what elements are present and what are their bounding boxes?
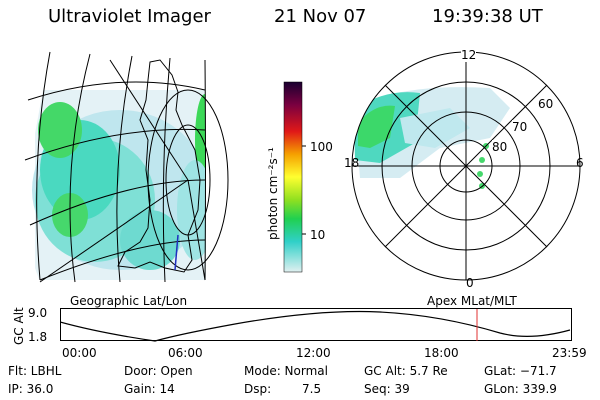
lat-label-80: 80 bbox=[492, 140, 508, 154]
orbit-xtick-1200: 12:00 bbox=[296, 346, 331, 360]
orbit-xtick-0000: 00:00 bbox=[62, 346, 97, 360]
mlt-label-12: 12 bbox=[461, 48, 477, 62]
info-seq: Seq: 39 bbox=[364, 382, 410, 396]
colorbar-tick-10: 10 bbox=[310, 228, 326, 242]
header-time: 19:39:38 UT bbox=[432, 6, 543, 27]
info-gain: Gain: 14 bbox=[124, 382, 175, 396]
lat-label-60: 60 bbox=[538, 97, 554, 111]
mlt-label-0: 0 bbox=[466, 276, 474, 290]
mlt-label-6: 6 bbox=[576, 156, 584, 170]
info-glon: GLon: 339.9 bbox=[484, 382, 557, 396]
apex-label: Apex MLat/MLT bbox=[427, 294, 517, 308]
header-date: 21 Nov 07 bbox=[274, 6, 367, 27]
orbit-xtick-1800: 18:00 bbox=[424, 346, 459, 360]
colorbar-unit-label: photon cm⁻²s⁻¹ bbox=[266, 147, 280, 240]
orbit-axis-label: GC Alt bbox=[12, 307, 26, 345]
polar-mlt-plot bbox=[351, 51, 581, 281]
geographic-label: Geographic Lat/Lon bbox=[70, 294, 188, 308]
info-mode: Mode: Normal bbox=[244, 364, 328, 378]
colorbar-tick-100: 100 bbox=[310, 140, 333, 154]
info-dsp-value: 7.5 bbox=[302, 382, 322, 396]
orbit-ytick-min: 1.8 bbox=[28, 330, 48, 344]
info-dsp-label: Dsp: bbox=[244, 382, 272, 396]
instrument-title: Ultraviolet Imager bbox=[48, 6, 211, 27]
info-glat: GLat: −71.7 bbox=[484, 364, 557, 378]
lat-label-70: 70 bbox=[512, 120, 528, 134]
info-gc-alt: GC Alt: 5.7 Re bbox=[364, 364, 448, 378]
info-flt: Flt: LBHL bbox=[8, 364, 62, 378]
info-ip: IP: 36.0 bbox=[8, 382, 54, 396]
info-door: Door: Open bbox=[124, 364, 193, 378]
orbit-ytick-max: 9.0 bbox=[28, 306, 48, 320]
geographic-map bbox=[24, 51, 229, 283]
colorbar bbox=[283, 81, 306, 273]
orbit-altitude-plot bbox=[60, 308, 572, 342]
mlt-label-18: 18 bbox=[344, 156, 360, 170]
orbit-xtick-0600: 06:00 bbox=[168, 346, 203, 360]
orbit-xtick-2359: 23:59 bbox=[552, 346, 587, 360]
